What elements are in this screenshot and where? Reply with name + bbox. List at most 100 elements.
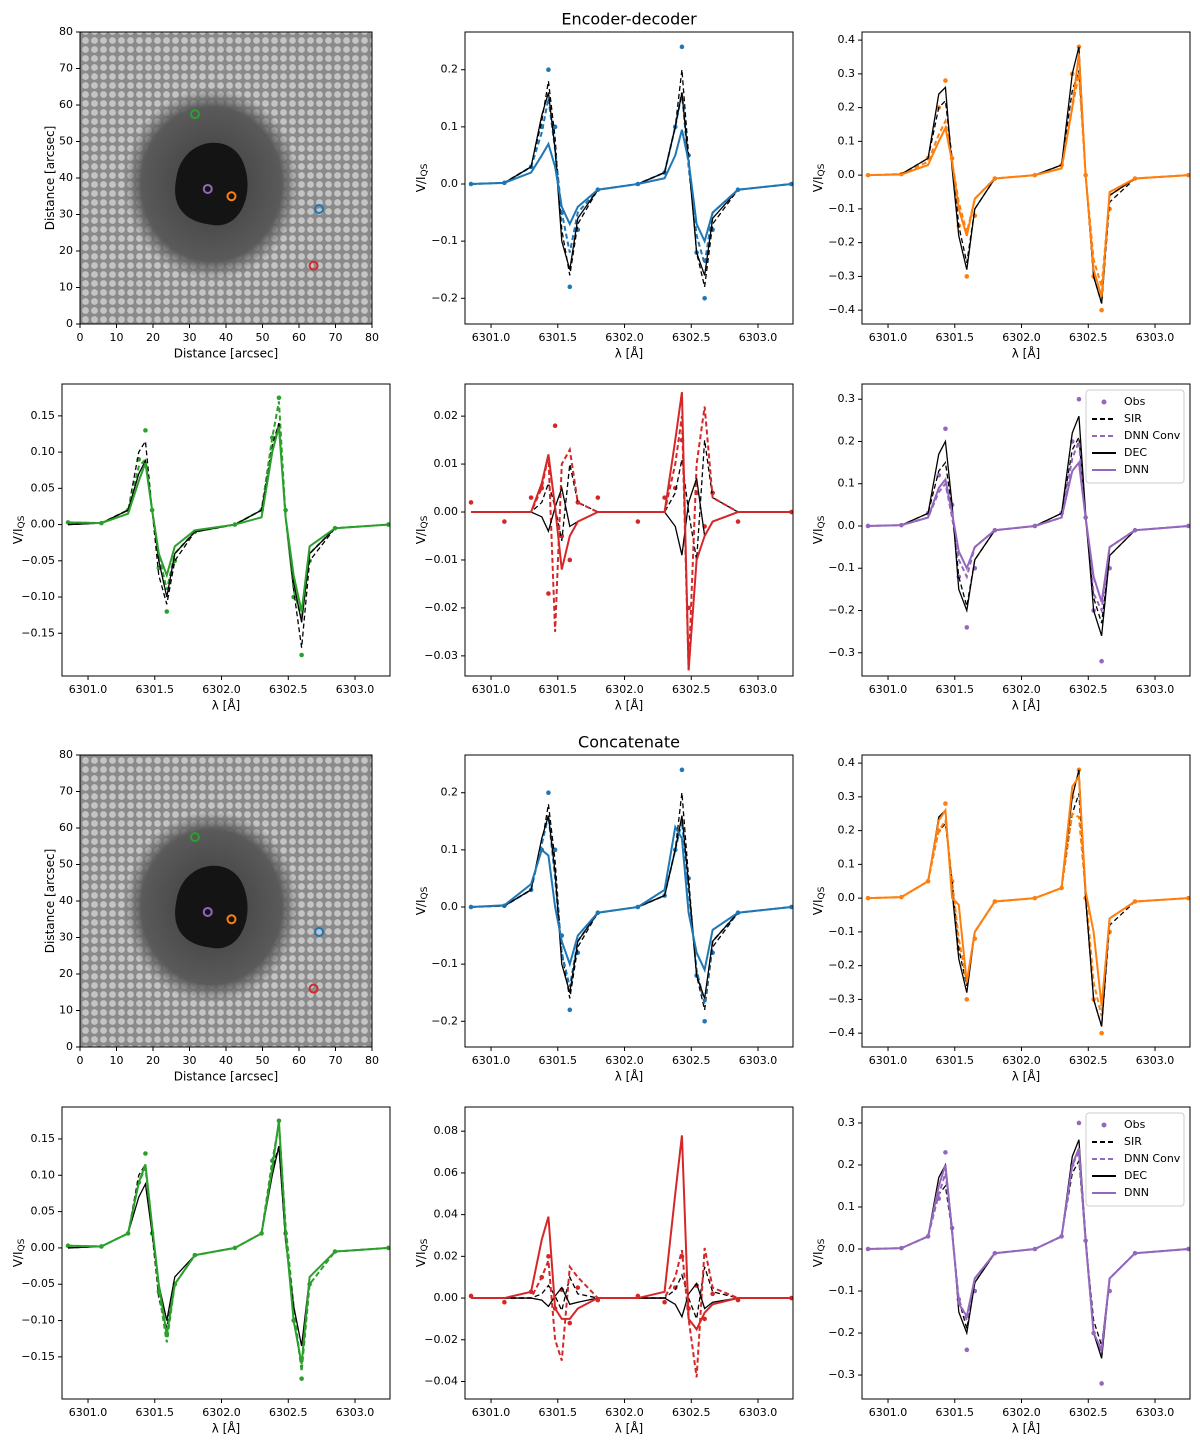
legend-label: DNN: [1124, 1186, 1149, 1199]
y-tick-label: 0.10: [31, 1168, 56, 1181]
series-line: [867, 1147, 1189, 1354]
marker: [189, 832, 200, 843]
obs-dot: [143, 428, 148, 433]
x-tick-label: 6301.0: [869, 1054, 908, 1067]
obs-dot: [943, 801, 948, 806]
y-tick-label: 0.3: [838, 790, 856, 803]
marker: [308, 260, 319, 271]
obs-dot: [567, 284, 573, 290]
x-tick-label: 6302.5: [1069, 331, 1108, 344]
series-line: [471, 1135, 792, 1332]
x-tick-label: 6301.0: [472, 331, 511, 344]
series-line: [471, 1266, 792, 1322]
legend-swatch: [1101, 399, 1107, 405]
y-tick-label: 0.2: [441, 786, 459, 799]
obs-dot: [502, 519, 507, 524]
axes-frame: [464, 754, 794, 1048]
y-axis-label-sub: QS: [17, 1238, 27, 1251]
x-axis-label: λ [Å]: [1012, 1421, 1041, 1436]
y-axis-label-main: V/I: [414, 529, 428, 545]
x-tick-label: 20: [146, 1054, 160, 1067]
x-tick-label: 6303.0: [336, 1406, 375, 1419]
series-line: [67, 426, 389, 612]
panel: 6301.0 6301.5 6302.0 6302.5 6303.0 −0.15 −0.10…: [11, 1106, 391, 1436]
panel: 6301.0 6301.5 6302.0 6302.5 6303.0 −0.2 −0.1 0.…: [414, 733, 794, 1084]
obs-dot: [964, 625, 970, 630]
legend-label: SIR: [1124, 1135, 1142, 1148]
y-axis-label-main: Distance [arcsec]: [43, 126, 57, 231]
x-tick-label: 30: [183, 1054, 197, 1067]
x-tick-label: 6301.5: [136, 1406, 175, 1419]
obs-dot: [964, 1347, 970, 1353]
obs-dot: [567, 1007, 573, 1013]
panel: 0 10 20 30 40 50 60 70 80 0 10 20 30 40 50 60 70 80 Distan…: [43, 25, 380, 361]
panel: 6301.0 6301.5 6302.0 6302.5 6303.0 −0.2 −0.1 0.…: [414, 10, 794, 361]
y-tick-label: 70: [59, 62, 73, 75]
panel: 6301.0 6301.5 6302.0 6302.5 6303.0 −0.4 −0.3 −0…: [811, 754, 1191, 1084]
x-tick-label: 6301.5: [936, 1406, 975, 1419]
obs-dot: [567, 557, 573, 563]
y-axis-label: V/IQS: [811, 1238, 827, 1267]
y-tick-label: −0.10: [21, 1314, 55, 1327]
y-axis-label: V/IQS: [414, 886, 430, 915]
obs-dot: [635, 519, 641, 524]
y-tick-label: 60: [59, 821, 73, 834]
y-tick-label: −0.1: [431, 234, 458, 247]
series-line: [471, 406, 792, 671]
obs-dot: [468, 500, 474, 505]
obs-dot: [964, 274, 970, 279]
obs-dot: [1099, 307, 1104, 313]
series-line: [867, 793, 1189, 1027]
legend-label: DNN Conv: [1124, 1152, 1181, 1165]
legend-label: Obs: [1124, 395, 1146, 408]
y-axis-label: V/IQS: [414, 515, 430, 544]
y-axis-label-sub: QS: [817, 515, 827, 528]
axes-frame: [464, 31, 794, 325]
x-axis-label: λ [Å]: [212, 1421, 241, 1436]
y-axis-label-main: V/I: [414, 900, 428, 916]
y-tick-label: 0.00: [31, 518, 56, 531]
obs-dot: [943, 426, 948, 432]
plot-area: [865, 1120, 1190, 1386]
y-tick-label: 0.05: [31, 481, 56, 494]
y-tick-label: 0.2: [838, 101, 856, 114]
x-tick-label: 6302.5: [672, 1406, 711, 1419]
y-axis-label-main: V/I: [811, 529, 825, 545]
marker: [226, 191, 237, 202]
x-tick-label: 70: [329, 1054, 343, 1067]
umbra: [175, 865, 248, 949]
y-axis-label-sub: QS: [817, 163, 827, 176]
x-tick-label: 6303.0: [739, 1406, 778, 1419]
y-tick-label: 0.3: [838, 1116, 856, 1129]
series-line: [471, 392, 792, 671]
obs-dot: [552, 423, 558, 429]
y-axis-label-main: V/I: [811, 900, 825, 916]
panel: 0 10 20 30 40 50 60 70 80 0 10 20 30 40 50 60 70 80 Distan…: [43, 748, 380, 1084]
y-axis-label-main: V/I: [11, 529, 25, 545]
y-tick-label: 50: [59, 858, 73, 871]
y-tick-label: 10: [59, 1004, 73, 1017]
y-axis-label-sub: QS: [817, 1238, 827, 1251]
y-tick-label: 0.04: [434, 1208, 459, 1221]
y-tick-label: 0.02: [434, 1249, 459, 1262]
y-tick-label: −0.2: [828, 959, 855, 972]
y-tick-label: 0: [66, 1040, 73, 1053]
legend-box: [1085, 1112, 1185, 1207]
series-line: [67, 1120, 389, 1365]
x-tick-label: 6303.0: [739, 1054, 778, 1067]
panel: 6301.0 6301.5 6302.0 6302.5 6303.0 −0.04 −0.02…: [414, 1106, 794, 1436]
obs-dot: [865, 523, 871, 529]
x-tick-label: 6302.5: [1069, 1406, 1108, 1419]
x-tick-label: 40: [219, 331, 233, 344]
y-tick-label: −0.1: [431, 957, 458, 970]
obs-dot: [943, 1150, 948, 1155]
x-tick-label: 6303.0: [1136, 1054, 1175, 1067]
x-tick-label: 6302.5: [269, 1406, 308, 1419]
series-line: [67, 1124, 389, 1372]
y-tick-label: 0.02: [434, 409, 459, 422]
y-tick-label: 0.0: [838, 519, 856, 532]
y-tick-label: −0.2: [828, 604, 855, 617]
marker: [189, 109, 200, 120]
x-tick-label: 20: [146, 331, 160, 344]
y-tick-label: −0.04: [424, 1374, 458, 1387]
